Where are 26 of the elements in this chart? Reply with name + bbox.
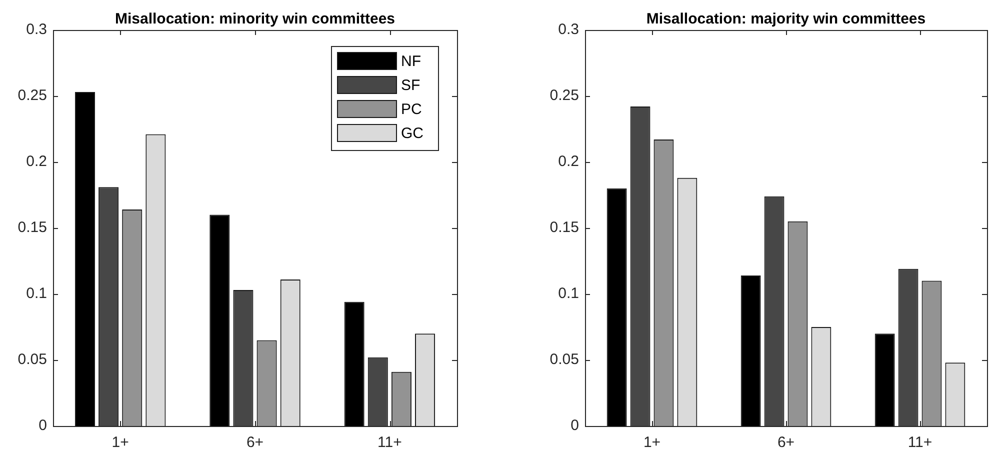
y-tick-label: 0.25 <box>550 87 579 104</box>
legend-label: NF <box>401 53 421 70</box>
x-tick-label: 11+ <box>377 434 402 452</box>
legend-label: SF <box>401 77 420 94</box>
y-tick-label: 0.05 <box>550 351 579 368</box>
y-tick-label: 0.15 <box>550 219 579 236</box>
x-tick-label: 6+ <box>777 434 795 452</box>
y-tick-label: 0 <box>570 417 579 434</box>
y-tick-label: 0.2 <box>558 153 579 170</box>
y-tick-label: 0 <box>38 417 47 434</box>
x-tick-label: 11+ <box>908 434 932 452</box>
y-tick-label: 0.3 <box>26 21 47 38</box>
x-tick-label: 1+ <box>643 434 661 452</box>
chart-title: Misallocation: minority win committees <box>114 10 396 28</box>
y-tick-label: 0.15 <box>18 219 47 236</box>
y-tick-label: 0.1 <box>26 285 47 302</box>
x-tick-label: 1+ <box>112 434 130 452</box>
y-tick-label: 0.05 <box>18 351 47 368</box>
y-tick-label: 0.3 <box>558 21 579 38</box>
legend-label: PC <box>401 101 422 118</box>
y-tick-label: 0.2 <box>26 153 47 170</box>
y-tick-label: 0.25 <box>18 87 47 104</box>
legend-label: GC <box>401 125 424 142</box>
x-tick-label: 6+ <box>246 434 264 452</box>
chart-title: Misallocation: majority win committees <box>646 10 926 28</box>
y-tick-label: 0.1 <box>558 285 579 302</box>
